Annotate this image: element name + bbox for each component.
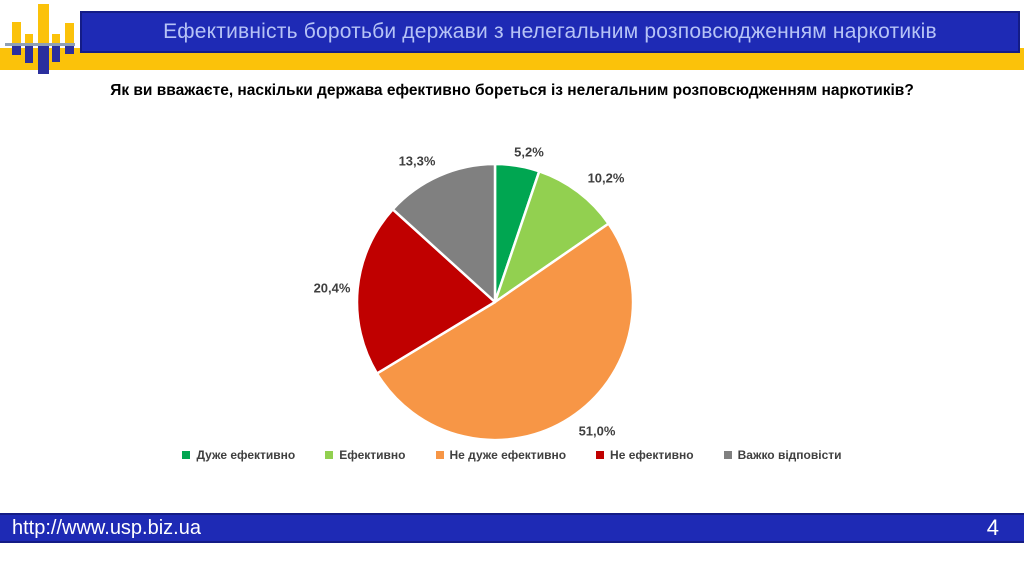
logo-bar	[25, 34, 33, 43]
pie-slice-2	[375, 222, 635, 442]
survey-question: Як ви вважаєте, наскільки держава ефекти…	[110, 82, 914, 99]
legend-label: Не дуже ефективно	[449, 448, 567, 462]
pie-chart	[345, 152, 645, 452]
logo-bar	[25, 46, 33, 63]
footer-url: http://www.usp.biz.ua	[12, 516, 201, 539]
legend-item: Ефективно	[325, 448, 406, 462]
pie-label-efektyvno: 10,2%	[587, 170, 625, 186]
footer-bar: http://www.usp.biz.ua 4	[0, 513, 1024, 543]
pie-slice-3	[355, 208, 497, 375]
legend-item: Не ефективно	[596, 448, 694, 462]
pie-label-duzhe-efektyvno: 5,2%	[514, 144, 544, 160]
pie-label-vazhko-vidpovisty: 13,3%	[398, 153, 436, 169]
legend-swatch-icon	[325, 451, 334, 459]
logo-bar	[65, 46, 74, 54]
pie-label-ne-efektyvno: 20,4%	[313, 280, 351, 296]
logo-bar	[38, 4, 49, 43]
legend-label: Дуже ефективно	[196, 448, 296, 462]
legend-swatch-icon	[182, 451, 191, 459]
pie-svg	[355, 162, 635, 442]
header-bar: Ефективність боротьби держави з нелегаль…	[80, 11, 1020, 53]
logo-bar	[38, 46, 49, 74]
yellow-band	[0, 48, 1024, 70]
pie-slice-1	[493, 170, 610, 304]
chart-legend: Дуже ефективно Ефективно Не дуже ефектив…	[0, 446, 1024, 464]
legend-label: Ефективно	[339, 448, 406, 462]
bar-chart-logo-icon	[0, 0, 80, 80]
legend-item: Не дуже ефективно	[435, 448, 567, 462]
page-number: 4	[986, 515, 999, 540]
logo-bar	[65, 23, 74, 43]
legend-label: Не ефективно	[610, 448, 694, 462]
legend-item: Дуже ефективно	[182, 448, 295, 462]
logo-bar	[52, 34, 60, 43]
legend-swatch-icon	[435, 451, 444, 459]
slide-title: Ефективність боротьби держави з нелегаль…	[163, 20, 937, 43]
pie-slice-4	[391, 162, 497, 304]
legend-label: Важко відповісти	[737, 448, 842, 462]
legend-swatch-icon	[596, 451, 605, 459]
logo-baseline	[5, 43, 75, 46]
legend-swatch-icon	[723, 451, 732, 459]
logo-bar	[12, 46, 21, 55]
legend-item: Важко відповісти	[723, 448, 842, 462]
pie-label-ne-duzhe-efektyvno: 51,0%	[578, 423, 616, 439]
logo-bar	[52, 46, 60, 62]
logo-bar	[12, 22, 21, 43]
